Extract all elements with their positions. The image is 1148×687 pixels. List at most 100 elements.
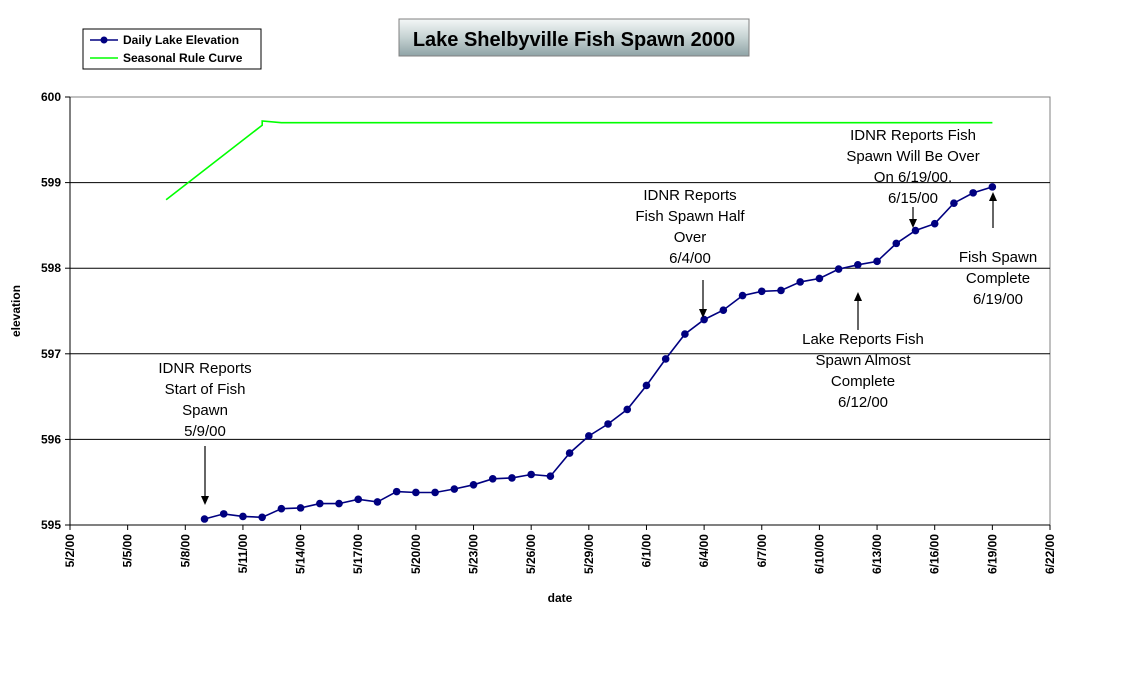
data-point-daily-lake-elevation (373, 498, 382, 506)
x-tick-label: 5/17/00 (351, 534, 365, 574)
x-tick-label: 5/29/00 (582, 534, 596, 574)
data-point-daily-lake-elevation (219, 510, 228, 518)
annotation-arrow-head (909, 219, 917, 228)
x-tick-label: 5/23/00 (467, 534, 481, 574)
data-point-daily-lake-elevation (508, 474, 516, 482)
data-point-daily-lake-elevation (661, 355, 670, 363)
data-point-daily-lake-elevation (777, 286, 785, 295)
data-point-daily-lake-elevation (873, 257, 881, 266)
data-point-daily-lake-elevation (431, 488, 439, 497)
series-line-seasonal-rule-curve (165, 120, 993, 201)
data-point-daily-lake-elevation (930, 219, 939, 228)
x-tick-label: 5/26/00 (524, 534, 538, 574)
data-point-daily-lake-elevation (892, 239, 901, 248)
data-point-daily-lake-elevation (277, 504, 286, 513)
data-point-daily-lake-elevation (642, 381, 651, 390)
annot-start: IDNR Reports Start of Fish Spawn 5/9/00 (158, 360, 252, 505)
annotation-line: IDNR Reports Fish (850, 127, 976, 144)
data-point-daily-lake-elevation (950, 199, 958, 207)
data-point-daily-lake-elevation (527, 470, 535, 479)
data-point-daily-lake-elevation (757, 287, 766, 296)
data-point-daily-lake-elevation (623, 405, 632, 414)
annotation-arrow-head (854, 292, 862, 301)
y-axis-title: elevation (9, 285, 23, 337)
data-point-daily-lake-elevation (488, 474, 497, 483)
annotation-line: Complete (831, 373, 895, 390)
x-tick-label: 6/22/00 (1043, 534, 1057, 574)
annot-half: IDNR Reports Fish Spawn Half Over 6/4/00 (635, 187, 745, 318)
data-point-daily-lake-elevation (450, 485, 459, 493)
x-tick-label: 5/14/00 (294, 534, 308, 574)
data-point-daily-lake-elevation (392, 487, 401, 496)
data-point-daily-lake-elevation (546, 472, 555, 481)
y-tick-label: 597 (41, 347, 61, 361)
data-point-daily-lake-elevation (738, 291, 747, 300)
legend-item-seasonal-rule-curve: Seasonal Rule Curve (90, 51, 243, 65)
annotation-arrow-head (201, 496, 209, 505)
data-point-daily-lake-elevation (565, 449, 574, 457)
series-layer (165, 120, 997, 523)
y-tick-label: 599 (41, 176, 61, 190)
data-point-daily-lake-elevation (854, 260, 862, 269)
x-tick-label: 6/19/00 (985, 534, 999, 574)
data-point-daily-lake-elevation (200, 515, 209, 523)
data-point-daily-lake-elevation (412, 488, 420, 497)
annotation-line: Fish Spawn (959, 249, 1037, 266)
y-tick-label: 598 (41, 261, 61, 275)
annotation-line: Spawn Will Be Over (846, 148, 979, 165)
annotation-line: 5/9/00 (184, 423, 226, 440)
x-tick-label: 6/16/00 (928, 534, 942, 574)
annotation-line: Fish Spawn Half (635, 208, 745, 225)
annotation-line: Lake Reports Fish (802, 331, 924, 348)
data-point-daily-lake-elevation (604, 420, 612, 428)
annot-almost: Lake Reports Fish Spawn Almost Complete 6/1… (802, 292, 924, 411)
annotation-line: Spawn (182, 402, 228, 419)
y-axis: 595 596 597 598 599 600 (41, 90, 71, 532)
gridlines (70, 182, 1050, 440)
data-point-daily-lake-elevation (296, 504, 305, 512)
x-axis: 5/2/00 5/5/00 5/8/00 5/11/00 5/14/00 5/17/00 5… (63, 524, 1057, 574)
data-point-daily-lake-elevation (258, 513, 266, 522)
data-point-daily-lake-elevation (834, 265, 843, 273)
y-tick-label: 595 (41, 518, 61, 532)
data-point-daily-lake-elevation (469, 480, 478, 489)
plot-area (69, 96, 1051, 526)
data-point-daily-lake-elevation (700, 315, 708, 324)
data-point-daily-lake-elevation (815, 274, 824, 283)
x-tick-label: 6/1/00 (639, 534, 653, 568)
annotation-arrow-head (699, 309, 707, 318)
annotation-line: 6/19/00 (973, 291, 1023, 308)
data-point-daily-lake-elevation (969, 189, 977, 197)
y-tick-label: 596 (41, 432, 61, 446)
x-tick-label: 6/10/00 (812, 534, 826, 574)
legend-label-daily-lake-elevation: Daily Lake Elevation (123, 33, 239, 47)
annotation-line: 6/12/00 (838, 394, 888, 411)
x-tick-label: 5/20/00 (409, 534, 423, 574)
x-tick-label: 5/5/00 (121, 534, 135, 568)
legend-label-seasonal-rule-curve: Seasonal Rule Curve (123, 51, 243, 65)
legend: Daily Lake Elevation Seasonal Rule Curve (82, 28, 262, 70)
title-box (398, 18, 750, 57)
annotation-line: Complete (966, 270, 1030, 287)
annotation-arrow-head (989, 192, 997, 201)
x-axis-title: date (548, 591, 573, 605)
x-tick-label: 5/11/00 (236, 534, 250, 574)
annotation-line: IDNR Reports (158, 360, 251, 377)
annotation-line: On 6/19/00. (874, 169, 952, 186)
x-tick-label: 5/8/00 (178, 534, 192, 568)
data-point-daily-lake-elevation (239, 512, 247, 521)
annot-complete: Fish Spawn Complete 6/19/00 (959, 192, 1037, 308)
data-point-daily-lake-elevation (316, 499, 324, 508)
x-tick-label: 6/4/00 (697, 534, 711, 568)
annotation-line: Spawn Almost (815, 352, 911, 369)
annot-over: IDNR Reports Fish Spawn Will Be Over On 6/… (846, 127, 980, 228)
data-point-daily-lake-elevation (681, 330, 689, 338)
data-point-daily-lake-elevation (911, 226, 920, 235)
chart-title: Lake Shelbyville Fish Spawn 2000 (413, 29, 735, 51)
legend-item-daily-lake-elevation: Daily Lake Elevation (90, 33, 239, 47)
x-tick-label: 5/2/00 (63, 534, 77, 568)
data-point-daily-lake-elevation (585, 432, 593, 440)
x-tick-label: 6/13/00 (870, 534, 884, 574)
